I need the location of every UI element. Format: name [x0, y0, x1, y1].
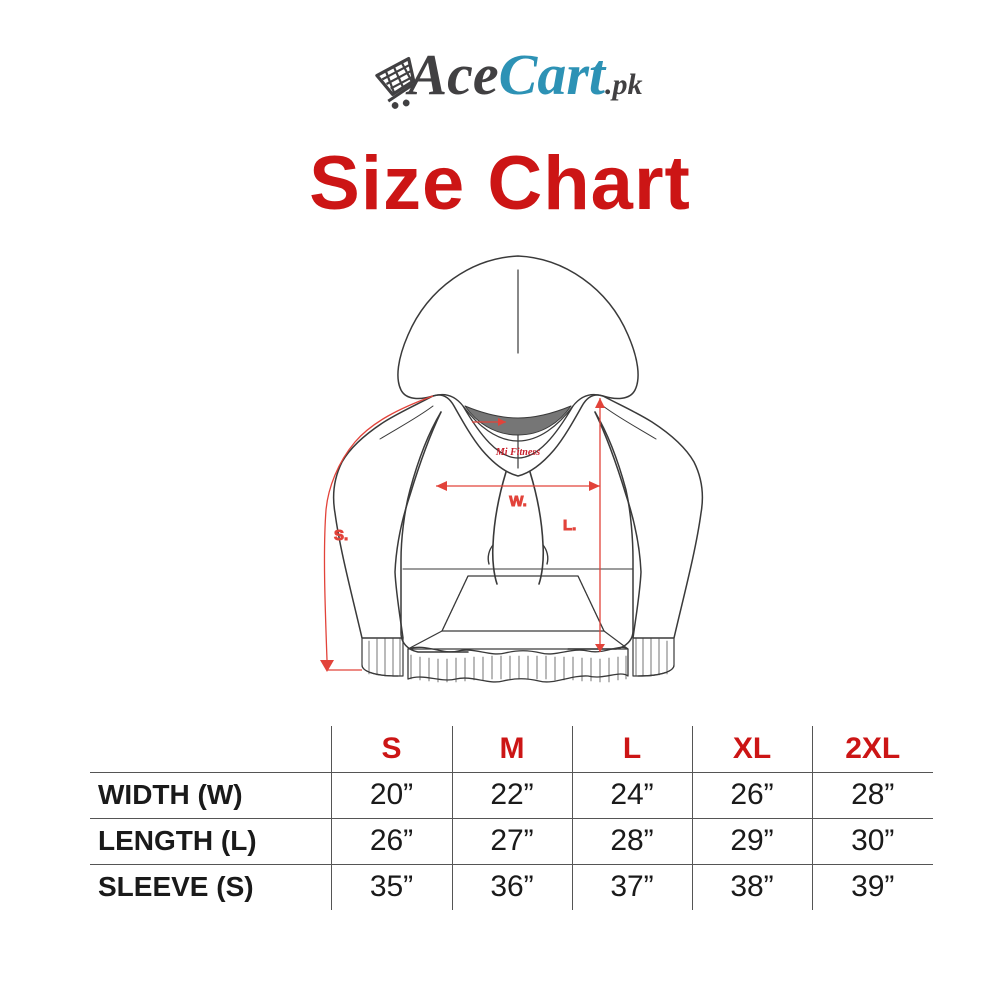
- svg-text:L.: L.: [563, 517, 576, 534]
- svg-text:W.: W.: [509, 493, 527, 510]
- svg-text:Mi Fitness: Mi Fitness: [495, 447, 540, 458]
- svg-text:S.: S.: [334, 527, 348, 544]
